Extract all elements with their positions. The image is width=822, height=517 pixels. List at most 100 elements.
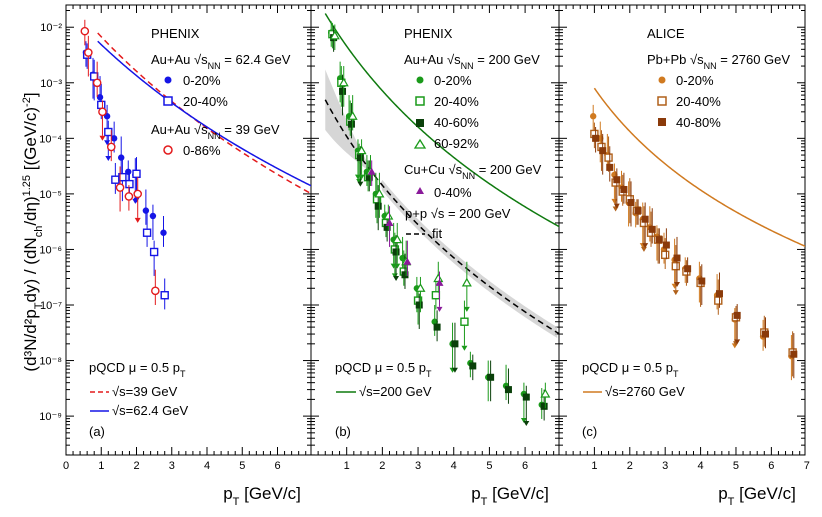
data-point-20-40% (132, 169, 141, 178)
data-point-60-92% (347, 111, 358, 120)
panel-c-frame (558, 4, 806, 456)
legend-label-20-40-c: 20-40% (676, 94, 721, 109)
panel-1-points (328, 21, 551, 427)
data-point-0-86% (80, 26, 90, 36)
legend-marker-40-80-c (658, 118, 666, 126)
x-tick-label: 3 (415, 460, 421, 472)
experiment-label-c: ALICE (647, 26, 685, 41)
pp-label-b: p+p √s = 200 GeV (405, 206, 511, 221)
data-point-20-40% (671, 261, 681, 271)
panel-1-clip (324, 13, 559, 335)
legend-marker-60-92-b (413, 138, 427, 149)
x-tick-label: 0 (63, 460, 69, 472)
legend-label-39: √s=39 GeV (112, 384, 178, 399)
x-tick-label: 5 (486, 460, 492, 472)
x-tick-label: 1 (591, 460, 597, 472)
data-point-20-40% (104, 127, 113, 137)
data-point-40-60% (339, 87, 347, 95)
data-point-0-40% (385, 218, 394, 226)
x-tick-label: 4 (204, 460, 210, 472)
legend-marker-0-20-c (658, 76, 666, 84)
legend-label-40-80-c: 40-80% (676, 115, 721, 130)
system-a2: Au+Au √sNN = 39 GeV (151, 122, 280, 141)
legend-label-0-20-b: 0-20% (434, 73, 472, 88)
x-tick-label: 2 (133, 460, 139, 472)
data-point-20-40% (111, 175, 120, 184)
legend-marker-20-40-c (657, 96, 667, 106)
data-point-0-86% (151, 286, 160, 296)
upper-limit-arrow (463, 306, 470, 312)
panel-2-clip (593, 87, 805, 248)
upper-limit-arrow (613, 203, 620, 209)
data-point-0-20% (96, 94, 104, 101)
data-point-0-86% (124, 192, 134, 201)
upper-limit-arrow (357, 181, 364, 187)
upper-limit-arrow (105, 155, 112, 161)
points-layer (80, 19, 798, 427)
x-axis-label-a: pT [GeV/c] (223, 484, 301, 508)
panel-2-points (589, 104, 798, 381)
data-point-0-20% (142, 207, 150, 214)
experiment-label-b: PHENIX (404, 26, 453, 41)
experiment-label-a: PHENIX (151, 26, 200, 41)
curve-2-0 (593, 87, 805, 248)
legend-label-0-40-b: 0-40% (434, 185, 472, 200)
data-point-40-80% (648, 225, 656, 233)
legend-panel-b: PHENIX Au+Au √sNN = 200 GeV 0-20% 20-40%… (335, 26, 542, 439)
legend-label-62: √s=62.4 GeV (112, 403, 188, 418)
curve-1-0 (324, 13, 559, 228)
upper-limit-arrow (134, 217, 141, 223)
data-point-20-40% (714, 296, 723, 305)
curve-0-0 (97, 32, 311, 195)
data-point-40-80% (673, 254, 681, 262)
data-point-60-92% (329, 30, 340, 40)
data-point-40-80% (790, 350, 798, 358)
legend-marker-0-86-a (163, 145, 173, 155)
data-point-40-60% (451, 340, 459, 348)
legend-marker-40-60-b (416, 119, 424, 127)
data-point-40-60% (392, 248, 400, 256)
data-point-40-80% (634, 207, 642, 215)
data-point-40-80% (684, 265, 692, 273)
x-tick-label: 4 (698, 460, 704, 472)
data-point-40-60% (504, 386, 512, 394)
legend-label-60-92-b: 60-92% (434, 136, 479, 151)
data-point-40-60% (415, 301, 423, 309)
curves-layer (97, 13, 805, 335)
legend-label-200: √s=200 GeV (359, 384, 432, 399)
data-point-40-80% (613, 176, 621, 184)
system-b2: Cu+Cu √sNN = 200 GeV (404, 162, 542, 181)
fit-uncertainty-band (325, 69, 558, 338)
data-point-40-60% (347, 120, 355, 128)
y-tick-label: 10⁻⁷ (40, 300, 62, 312)
upper-limit-arrow (672, 290, 679, 296)
legend-marker-20-40-b (415, 96, 425, 106)
data-point-20-40% (142, 228, 152, 237)
legend-label-40-60-b: 40-60% (434, 115, 479, 130)
data-point-60-92% (383, 210, 394, 220)
data-point-0-20% (149, 212, 157, 220)
panel-0-points (80, 19, 169, 310)
legend-panel-c: ALICE Pb+Pb √sNN = 2760 GeV 0-20% 20-40%… (582, 26, 790, 439)
data-point-40-60% (487, 373, 495, 381)
upper-limit-arrow (99, 135, 106, 141)
data-point-40-60% (401, 271, 409, 279)
x-tick-label: 2 (627, 460, 633, 472)
x-tick-label: 7 (804, 460, 810, 472)
data-point-40-80% (592, 134, 600, 142)
panel-label-a: (a) (89, 424, 105, 439)
x-tick-label: 5 (733, 460, 739, 472)
data-point-40-60% (469, 362, 477, 370)
data-point-40-60% (383, 223, 391, 231)
data-point-40-80% (620, 185, 628, 193)
data-point-0-86% (92, 78, 102, 88)
legend-marker-0-40-b (416, 187, 424, 194)
system-c1: Pb+Pb √sNN = 2760 GeV (647, 52, 790, 71)
legend-label-0-86-a: 0-86% (183, 143, 221, 158)
upper-limit-arrow (642, 243, 649, 249)
data-point-40-80% (599, 147, 607, 155)
data-point-60-92% (540, 388, 551, 398)
x-axis-label-b: pT [GeV/c] (471, 484, 549, 508)
pqcd-label-b: pQCD μ = 0.5 pT (335, 360, 432, 379)
